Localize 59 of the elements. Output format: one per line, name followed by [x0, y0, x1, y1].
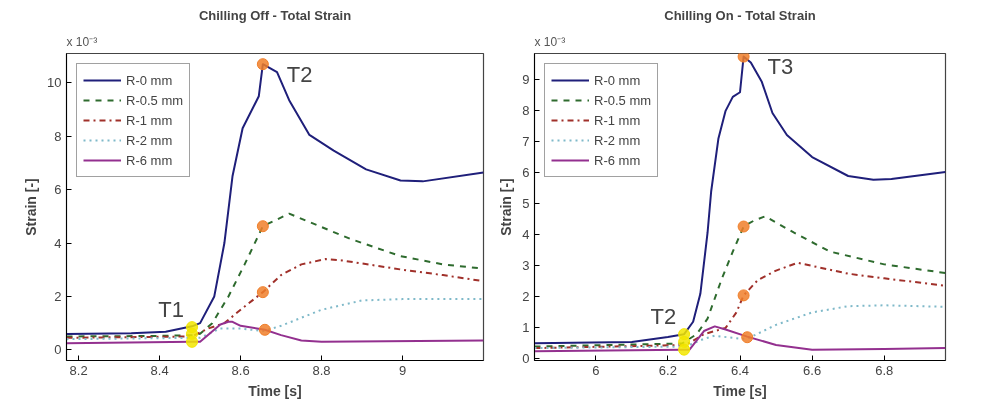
text: x 10⁻³ [66, 34, 98, 49]
y-tick-label: 1 [522, 320, 530, 336]
point [256, 58, 269, 71]
text: x 10⁻³ [534, 34, 566, 49]
y-tick-label: 0 [522, 351, 530, 367]
legend-label: R-0 mm [126, 72, 173, 88]
y-tick-label: 7 [522, 134, 530, 150]
point [678, 343, 691, 356]
y-tick-label: 2 [54, 288, 62, 304]
x-tick-label: 9 [398, 362, 407, 378]
x-tick-label: 8.4 [150, 362, 169, 378]
x-tick-label: 8.6 [231, 362, 250, 378]
annotation: T3 [767, 54, 794, 80]
x-tick-label: 8.8 [312, 362, 331, 378]
point [737, 53, 750, 63]
legend-label: R-0 mm [594, 72, 641, 88]
chart-title: Chilling Off - Total Strain [198, 7, 352, 23]
chart-title: Chilling On - Total Strain [664, 7, 816, 23]
point [741, 331, 754, 344]
y-tick-label: 8 [522, 103, 530, 119]
x-tick-label: 8.2 [69, 362, 88, 378]
y-tick-label: 6 [522, 165, 530, 181]
y-tick-label: 4 [54, 235, 62, 251]
annotation: T2 [286, 61, 313, 87]
legend-label: R-1 mm [126, 112, 173, 128]
y-axis-title: Strain [-] [23, 178, 40, 236]
y-tick-label: 4 [522, 227, 530, 243]
x-tick-label: 6.8 [875, 362, 894, 378]
point [737, 289, 750, 302]
y-tick-label: 0 [54, 342, 62, 358]
x-tick-label: 6.2 [658, 362, 677, 378]
point [256, 220, 269, 233]
y-tick-label: 2 [522, 289, 530, 305]
legend-label: R-1 mm [594, 112, 641, 128]
line-series [66, 298, 484, 341]
legend-label: R-2 mm [126, 132, 173, 148]
y-tick-label: 5 [522, 196, 530, 212]
x-tick-label: 6.4 [730, 362, 750, 378]
point [258, 323, 271, 336]
legend-label: R-6 mm [594, 152, 641, 168]
y-tick-label: 9 [522, 72, 530, 88]
point [737, 220, 750, 233]
y-axis-title: Strain [-] [498, 178, 515, 236]
annotation: T2 [650, 303, 677, 329]
y-tick-label: 10 [47, 75, 62, 91]
x-tick-label: 6 [592, 362, 600, 378]
x-axis-title: Time [s] [248, 382, 302, 399]
x-axis-title: Time [s] [713, 382, 767, 399]
point [186, 335, 198, 348]
point [256, 286, 269, 299]
legend-label: R-0.5 mm [126, 92, 184, 108]
x-tick-label: 6.6 [803, 362, 822, 378]
y-tick-label: 6 [54, 182, 62, 198]
legend-label: R-0.5 mm [594, 92, 652, 108]
annotation: T1 [158, 296, 185, 322]
legend-label: R-2 mm [594, 132, 641, 148]
y-tick-label: 8 [54, 128, 62, 144]
y-tick-label: 3 [522, 258, 530, 274]
legend-label: R-6 mm [126, 152, 173, 168]
